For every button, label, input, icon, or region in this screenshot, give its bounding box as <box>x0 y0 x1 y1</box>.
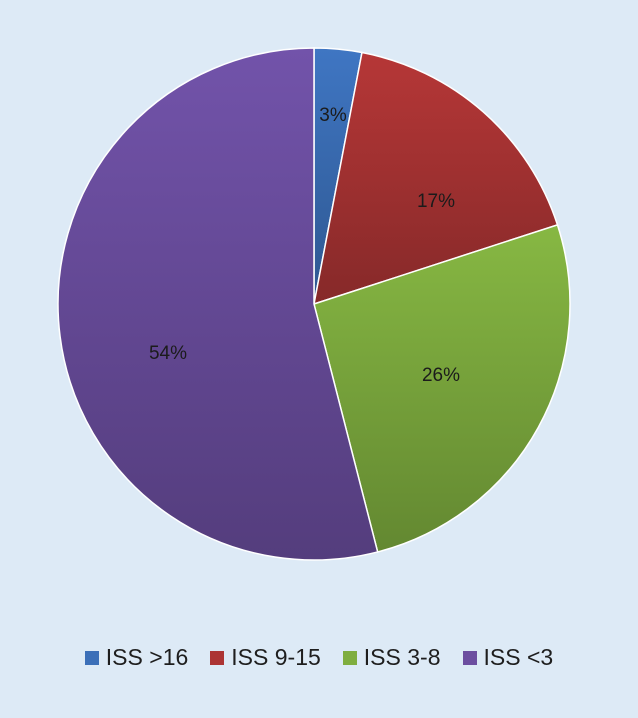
data-label-iss-lt3: 54% <box>149 343 187 364</box>
legend-swatch-iss-3-8 <box>342 650 357 665</box>
legend-swatch-iss-9-15 <box>210 650 225 665</box>
pie-slice-iss-9-15 <box>313 51 559 306</box>
data-label-iss-9-15: 17% <box>417 191 455 212</box>
legend-item-iss-9-15: ISS 9-15 <box>210 644 321 671</box>
legend-swatch-iss-gt16 <box>84 650 99 665</box>
pie-data-labels: 3% 17% 26% 54% <box>149 105 460 386</box>
legend-label-iss-3-8: ISS 3-8 <box>363 644 441 670</box>
pie-slice-iss-3-8 <box>313 223 571 553</box>
pie-chart: 3% 17% 26% 54% <box>57 47 571 561</box>
legend-item-iss-gt16: ISS >16 <box>84 644 189 671</box>
pie-slices <box>57 47 571 561</box>
pie-slice-iss-lt3 <box>57 47 379 561</box>
legend-label-iss-lt3: ISS <3 <box>483 644 554 670</box>
legend-swatch-iss-lt3 <box>462 650 477 665</box>
data-label-iss-3-8: 26% <box>422 365 460 386</box>
legend-item-iss-lt3: ISS <3 <box>462 644 554 671</box>
legend-label-iss-9-15: ISS 9-15 <box>231 644 321 670</box>
data-label-iss-gt16: 3% <box>319 105 347 126</box>
legend-item-iss-3-8: ISS 3-8 <box>342 644 441 671</box>
chart-legend: ISS >16 ISS 9-15 ISS 3-8 ISS <3 <box>0 644 638 671</box>
legend-label-iss-gt16: ISS >16 <box>105 644 189 670</box>
